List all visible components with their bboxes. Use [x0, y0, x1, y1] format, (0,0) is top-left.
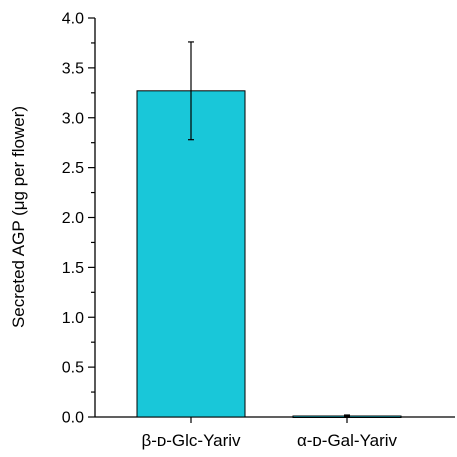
x-category-labels: β-ᴅ-Glc-Yariv α-ᴅ-Gal-Yariv — [141, 417, 398, 450]
y-tick-label: 1.0 — [62, 310, 84, 327]
y-tick-label: 4.0 — [62, 11, 84, 28]
y-axis: 0.0 0.5 1.0 1.5 2.0 2.5 3.0 3.5 4.0 Secreted AGP… — [9, 11, 96, 427]
bars — [136, 90, 402, 419]
x-axis: β-ᴅ-Glc-Yariv α-ᴅ-Gal-Yariv — [95, 416, 455, 450]
x-tick-label: β-ᴅ-Glc-Yariv — [141, 431, 241, 450]
bar — [136, 90, 246, 418]
y-tick-label: 3.0 — [62, 110, 84, 127]
y-tick-label: 2.0 — [62, 210, 84, 227]
y-tick-label: 1.5 — [62, 260, 84, 277]
y-axis-title: Secreted AGP (μg per flower) — [9, 106, 28, 328]
y-tick-label: 2.5 — [62, 160, 84, 177]
error-bars — [188, 41, 350, 418]
y-ticks: 0.0 0.5 1.0 1.5 2.0 2.5 3.0 3.5 4.0 — [62, 11, 95, 427]
x-tick-label: α-ᴅ-Gal-Yariv — [297, 431, 398, 450]
y-tick-label: 0.5 — [62, 360, 84, 377]
y-tick-label: 0.0 — [62, 410, 84, 427]
y-tick-label: 3.5 — [62, 60, 84, 77]
